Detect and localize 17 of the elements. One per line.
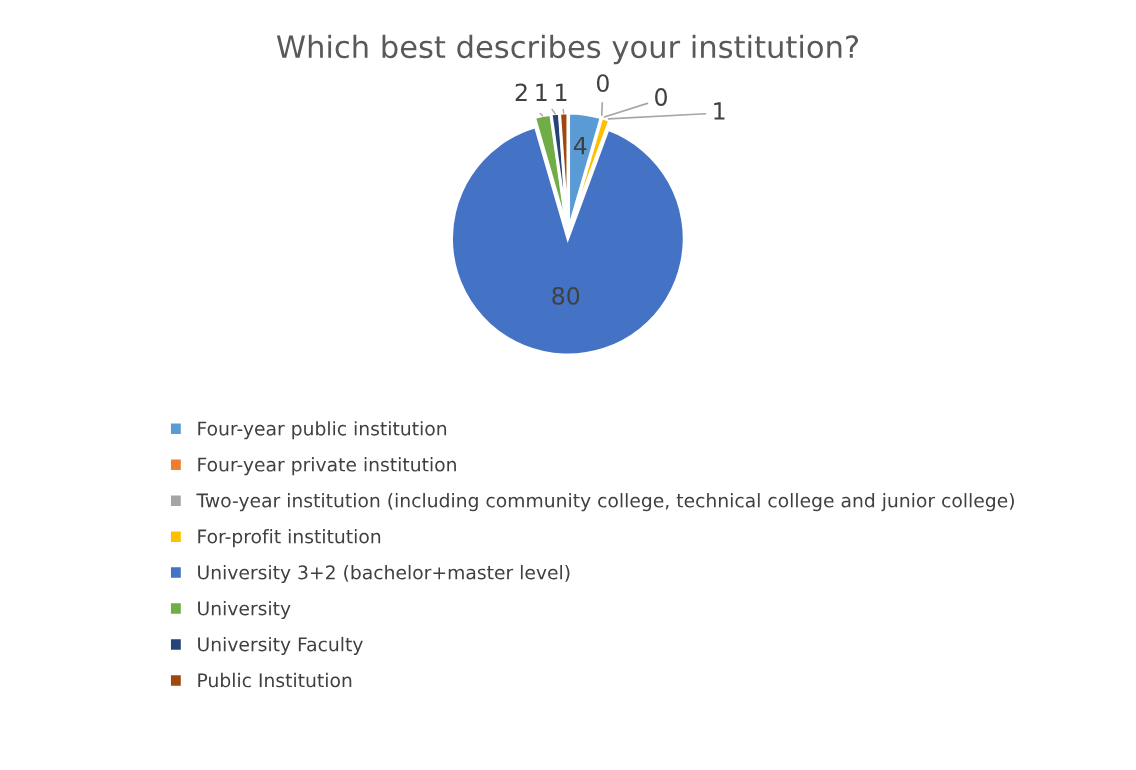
data-label: 2	[515, 83, 527, 101]
text: 0	[596, 74, 609, 92]
data-label: 1	[556, 83, 567, 101]
text: 0	[655, 88, 667, 106]
legend-label: For-profit institution	[198, 529, 381, 548]
chart-title: Which best describes your institution?	[276, 34, 859, 65]
legend-label: Two-year institution (including community college, technical college and junior college)	[196, 493, 1014, 512]
data-label: 1	[536, 83, 547, 101]
legend-label: Public Institution	[198, 672, 352, 688]
legend-label: Four-year private institution	[198, 457, 456, 476]
legend-label: University 3+2 (bachelor+master level)	[198, 564, 570, 584]
legend-label: University	[198, 600, 291, 620]
legend-label: University Faculty	[198, 636, 363, 656]
data-label: 1	[714, 102, 725, 120]
legend-label: Four-year public institution	[198, 421, 447, 440]
data-label: 80	[552, 286, 580, 305]
data-label: 4	[573, 136, 587, 155]
